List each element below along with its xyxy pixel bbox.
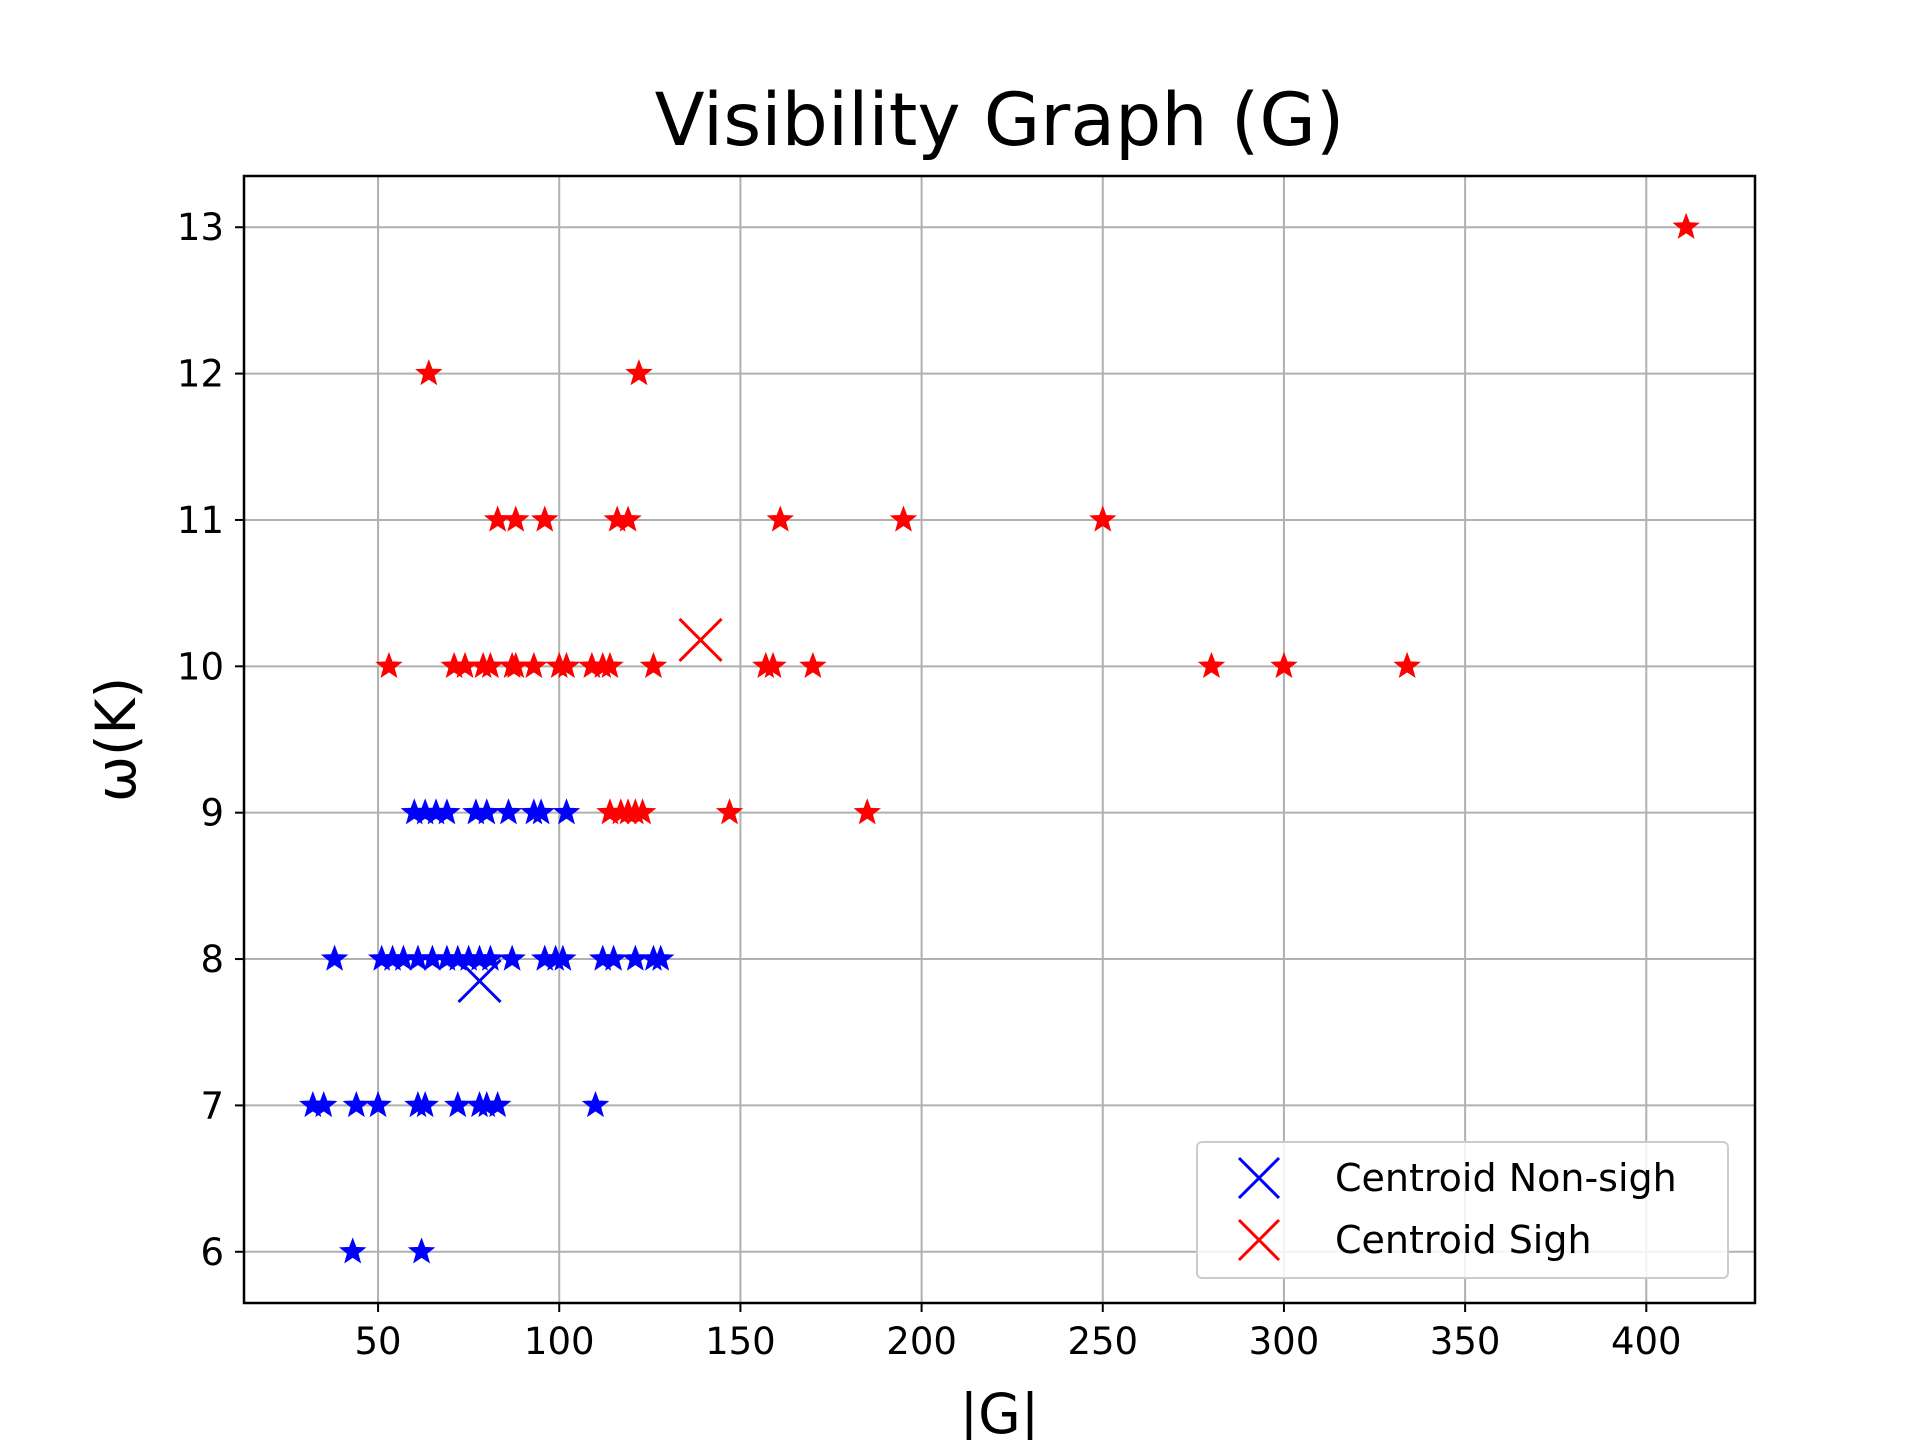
data-point	[527, 798, 555, 825]
y-tick-label: 11	[177, 499, 224, 542]
grid	[244, 176, 1755, 1303]
data-point	[320, 944, 349, 971]
data-point	[766, 505, 794, 532]
legend-marker-x-icon	[1237, 1156, 1281, 1200]
data-point	[639, 651, 668, 678]
y-tick-label: 13	[177, 206, 224, 249]
x-tick-label: 100	[524, 1320, 595, 1363]
y-tick-label: 8	[200, 938, 224, 981]
data-point	[375, 651, 403, 678]
data-point	[625, 359, 653, 386]
legend-marker-x-icon	[1237, 1218, 1281, 1262]
y-tick-label: 12	[177, 353, 224, 396]
data-point	[853, 798, 881, 825]
data-point	[628, 798, 657, 825]
data-point	[759, 651, 787, 678]
legend-label: Centroid Sigh	[1335, 1218, 1592, 1262]
data-point	[581, 1090, 610, 1118]
legend-entry-centroid-sigh: Centroid Sigh	[1237, 1218, 1592, 1262]
y-tick-label: 7	[200, 1084, 224, 1127]
y-tick-label: 9	[200, 792, 224, 835]
data-point	[549, 944, 577, 971]
centroid-marker	[678, 617, 723, 663]
x-axis-label: |G|	[960, 1382, 1040, 1440]
data-point	[1197, 651, 1226, 678]
data-point	[552, 651, 581, 678]
legend: Centroid Non-sigh Centroid Sigh	[1196, 1141, 1729, 1279]
data-point	[433, 798, 461, 825]
data-point	[715, 798, 744, 825]
legend-label: Centroid Non-sigh	[1335, 1156, 1677, 1200]
x-tick-label: 200	[886, 1320, 957, 1363]
data-point	[483, 1090, 512, 1118]
data-point	[596, 651, 624, 678]
data-point	[411, 1090, 439, 1118]
data-point	[407, 1237, 436, 1264]
x-tick-label: 250	[1067, 1320, 1138, 1363]
data-point	[552, 798, 581, 825]
data-point	[614, 505, 642, 532]
y-axis-label: ω(K)	[84, 677, 148, 802]
data-point	[364, 1090, 392, 1118]
x-icon	[1237, 1218, 1281, 1262]
x-tick-label: 350	[1430, 1320, 1501, 1363]
data-point	[444, 1090, 472, 1118]
data-point	[309, 1090, 338, 1118]
x-icon	[1237, 1156, 1281, 1200]
data-marks	[299, 212, 1700, 1264]
data-point	[415, 359, 443, 386]
data-point	[1089, 505, 1117, 532]
data-point	[342, 1090, 371, 1118]
data-point	[494, 798, 523, 825]
chart-title: Visibility Graph (G)	[655, 78, 1345, 163]
data-point	[799, 651, 827, 678]
data-point	[531, 505, 559, 532]
data-point	[889, 505, 918, 532]
y-tick-label: 6	[200, 1231, 224, 1274]
axis-ticks: 50 100 150 200 250 300 350 400 6 7 8 9 10 11 12 13	[177, 206, 1682, 1363]
data-point	[502, 505, 530, 532]
x-tick-label: 300	[1249, 1320, 1320, 1363]
legend-box	[1196, 1141, 1729, 1279]
data-point	[1393, 651, 1421, 678]
y-tick-label: 10	[177, 645, 224, 688]
series-0	[299, 798, 675, 1264]
data-point	[1270, 651, 1298, 678]
data-point	[338, 1237, 367, 1264]
legend-entry-centroid-non-sigh: Centroid Non-sigh	[1237, 1156, 1677, 1200]
x-tick-label: 50	[355, 1320, 402, 1363]
data-point	[1672, 212, 1700, 239]
centroid-marker	[457, 958, 502, 1004]
data-point	[498, 944, 526, 971]
data-point	[520, 651, 548, 678]
plot-frame	[242, 174, 1757, 1305]
x-tick-label: 400	[1611, 1320, 1682, 1363]
x-tick-label: 150	[705, 1320, 776, 1363]
series-1	[375, 212, 1700, 825]
data-point	[646, 944, 675, 971]
